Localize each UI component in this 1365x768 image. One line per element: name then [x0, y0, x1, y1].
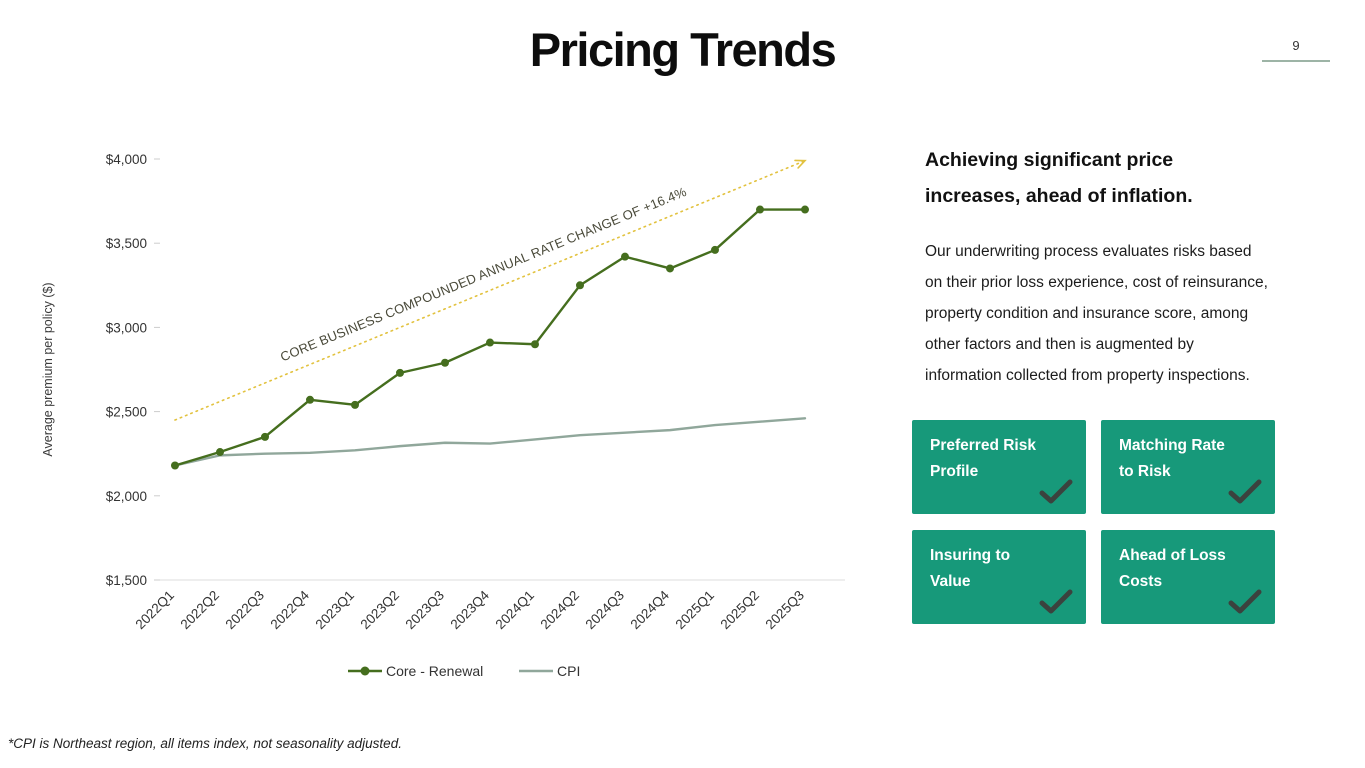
highlight-box: Matching Rate to Risk	[1101, 420, 1275, 514]
check-icon	[1039, 479, 1073, 504]
page-number: 9	[1262, 38, 1330, 62]
x-tick-label: 2022Q3	[223, 588, 268, 633]
highlight-box: Ahead of Loss Costs	[1101, 530, 1275, 624]
cagr-annotation-text: CORE BUSINESS COMPOUNDED ANNUAL RATE CHA…	[278, 184, 689, 365]
legend-label-core: Core - Renewal	[386, 663, 483, 679]
highlight-box: Insuring to Value	[912, 530, 1086, 624]
y-tick-label: $2,500	[106, 405, 147, 420]
x-tick-label: 2024Q3	[583, 588, 628, 633]
y-tick-label: $2,000	[106, 489, 147, 504]
data-point-marker	[756, 205, 764, 214]
data-point-marker	[621, 252, 629, 261]
data-point-marker	[801, 205, 809, 214]
pricing-chart: $1,500 $2,000 $2,500 $3,000 $3,500 $4,000 2022…	[30, 130, 860, 705]
page-title: Pricing Trends	[529, 23, 837, 76]
y-axis-title: Average premium per policy ($)	[41, 282, 55, 456]
highlight-box-label: Matching Rate	[1119, 437, 1225, 454]
highlight-box-label: to Risk	[1119, 463, 1171, 480]
core-renewal-line	[173, 208, 807, 467]
legend-label-cpi: CPI	[557, 663, 580, 679]
highlight-box-label: Insuring to	[930, 547, 1011, 564]
y-tick-label: $4,000	[106, 152, 147, 167]
highlight-box-label: Costs	[1119, 573, 1163, 590]
x-tick-label: 2023Q3	[403, 588, 448, 633]
y-tick-label: $3,000	[106, 320, 147, 335]
x-tick-label: 2022Q1	[133, 588, 178, 633]
highlight-box-label: Preferred Risk	[930, 437, 1036, 454]
data-point-marker	[351, 400, 359, 409]
check-icon	[1228, 589, 1262, 614]
cagr-arrow-line	[174, 159, 806, 421]
page-number-text: 9	[1292, 38, 1300, 53]
data-point-marker	[666, 264, 674, 273]
cpi-line	[173, 417, 807, 467]
x-tick-label: 2024Q2	[538, 588, 583, 633]
check-icon	[1228, 479, 1262, 504]
highlight-box: Preferred Risk Profile	[912, 420, 1086, 514]
x-tick-label: 2025Q2	[718, 588, 763, 633]
pricing-chart-svg: $1,500 $2,000 $2,500 $3,000 $3,500 $4,000 2022…	[41, 152, 845, 679]
data-point-marker	[216, 448, 224, 457]
highlight-box-label: Profile	[930, 463, 979, 480]
x-tick-label: 2023Q2	[358, 588, 403, 633]
panel-body: Our underwriting process evaluates risks…	[925, 243, 1268, 384]
highlight-box-label: Ahead of Loss	[1119, 547, 1226, 564]
chart-legend: Core - Renewal CPI	[348, 663, 580, 679]
cagr-arrow-head	[794, 159, 807, 169]
panel-heading: Achieving significant price increases, a…	[925, 149, 1193, 207]
data-point-marker	[261, 432, 269, 441]
x-tick-label: 2023Q1	[313, 588, 358, 633]
page-number-underline	[1262, 60, 1330, 62]
data-point-marker	[711, 245, 719, 254]
x-tick-label: 2024Q4	[628, 587, 673, 632]
data-point-marker	[171, 461, 179, 470]
highlight-boxes: Preferred Risk Profile Matching Rate to Ris…	[912, 420, 1278, 624]
y-tick-label: $3,500	[106, 236, 147, 251]
commentary-panel: Achieving significant price increases, a…	[912, 142, 1278, 624]
check-icon	[1039, 589, 1073, 614]
x-tick-label: 2022Q2	[178, 588, 223, 633]
x-tick-label: 2025Q3	[763, 588, 808, 633]
footnote: *CPI is Northeast region, all items inde…	[8, 736, 402, 751]
x-tick-label: 2025Q1	[673, 588, 718, 633]
x-tick-label: 2024Q1	[493, 588, 538, 633]
data-point-marker	[396, 368, 404, 377]
data-point-marker	[576, 281, 584, 290]
data-point-marker	[441, 358, 449, 367]
highlight-box-label: Value	[930, 573, 971, 590]
x-tick-label: 2023Q4	[448, 587, 493, 632]
data-point-marker	[486, 338, 494, 347]
x-tick-label: 2022Q4	[268, 587, 313, 632]
y-tick-label: $1,500	[106, 573, 147, 588]
data-point-marker	[531, 340, 539, 349]
legend-marker-core	[360, 666, 370, 676]
data-point-marker	[306, 395, 314, 404]
